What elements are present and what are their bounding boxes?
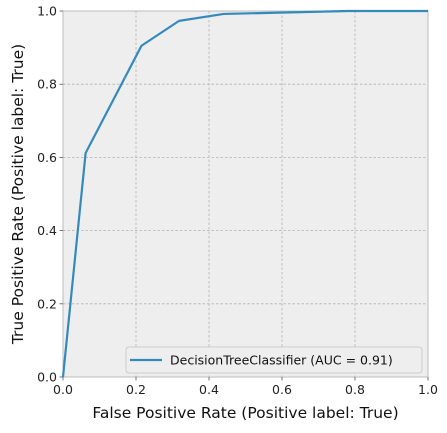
x-tick-label: 0.4 [199,382,219,397]
x-axis-label: False Positive Rate (Positive label: Tru… [92,404,398,422]
y-tick-label: 0.0 [37,370,57,385]
x-tick-label: 1.0 [418,382,438,397]
plot-background [63,11,428,377]
y-tick-label: 0.4 [37,223,57,238]
y-tick-label: 0.2 [37,296,57,311]
roc-curve-line [61,9,428,378]
x-axis-ticks: 0.0 0.2 0.4 0.6 0.8 1.0 [53,377,438,397]
x-tick-label: 0.8 [345,382,365,397]
x-tick-label: 0.6 [272,382,292,397]
legend: DecisionTreeClassifier (AUC = 0.91) [125,346,423,374]
series-layer [61,9,428,378]
y-axis-label: True Positive Rate (Positive label: True… [9,44,27,345]
y-axis-ticks: 0.0 0.2 0.4 0.6 0.8 1.0 [37,4,63,385]
x-tick-label: 0.0 [53,382,73,397]
legend-entry: DecisionTreeClassifier (AUC = 0.91) [170,353,393,368]
y-tick-label: 0.6 [37,150,57,165]
y-tick-label: 0.8 [37,77,57,92]
x-tick-label: 0.2 [126,382,146,397]
legend-box [125,346,423,374]
y-tick-label: 1.0 [37,4,57,19]
plot-frame [62,10,429,378]
